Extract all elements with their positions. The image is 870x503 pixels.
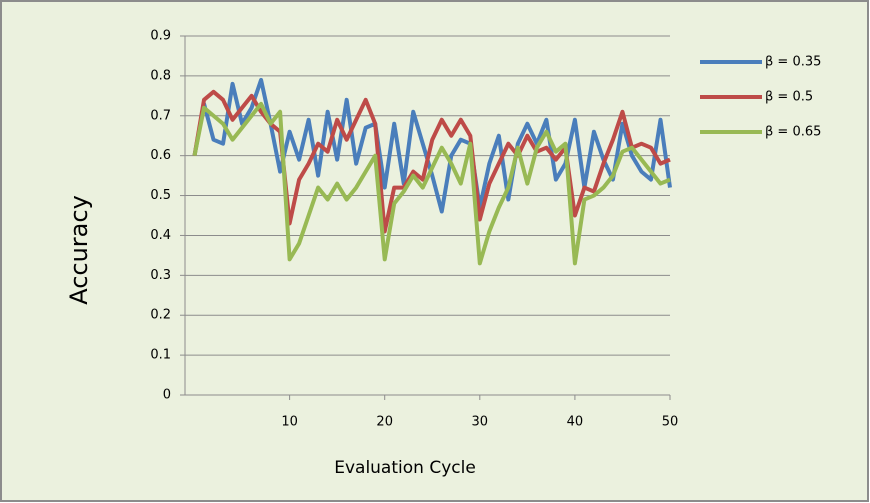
x-axis-label: Evaluation Cycle <box>334 458 476 478</box>
series-line <box>192 77 672 214</box>
series-line <box>192 101 671 266</box>
y-tick-label: 0.9 <box>150 29 171 44</box>
x-tick-label: 40 <box>567 415 584 430</box>
legend-label: β = 0.5 <box>765 90 813 105</box>
y-tick-label: 0.3 <box>150 268 171 283</box>
y-tick-label: 0.6 <box>150 148 171 163</box>
y-tick-label: 0 <box>163 388 171 403</box>
x-tick-label: 20 <box>376 415 393 430</box>
legend-label: β = 0.35 <box>765 55 821 70</box>
y-tick-label: 0.5 <box>150 188 171 203</box>
legend-label: β = 0.65 <box>765 125 821 140</box>
series-line <box>192 89 671 234</box>
x-tick-label: 30 <box>472 415 489 430</box>
x-tick-label: 50 <box>662 415 679 430</box>
x-tick-label: 10 <box>281 415 298 430</box>
y-tick-label: 0.8 <box>150 68 171 83</box>
y-tick-label: 0.2 <box>150 308 171 323</box>
y-tick-label: 0.4 <box>150 228 171 243</box>
y-tick-label: 0.7 <box>150 108 171 123</box>
y-axis-label: Accuracy <box>65 195 93 305</box>
y-tick-label: 0.1 <box>150 348 171 363</box>
